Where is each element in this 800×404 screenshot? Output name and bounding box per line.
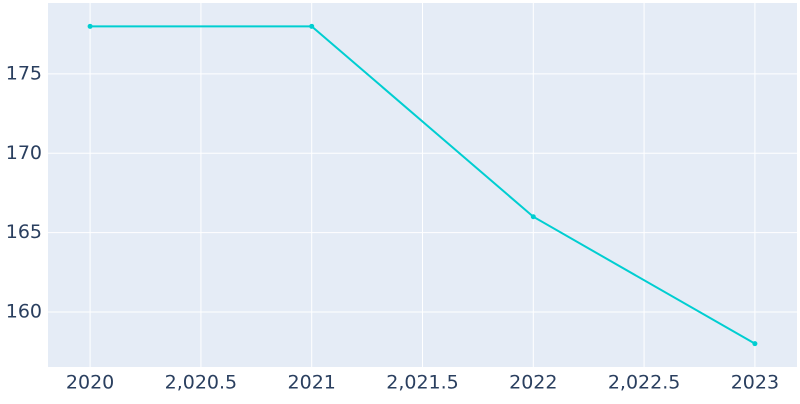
x-tick-label: 2020 (66, 372, 114, 394)
x-tick-label: 2023 (731, 372, 779, 394)
y-tick-label: 175 (6, 62, 42, 84)
x-tick-label: 2,021.5 (386, 372, 459, 394)
x-tick-label: 2,020.5 (165, 372, 238, 394)
x-tick-label: 2,022.5 (608, 372, 681, 394)
line (90, 25, 756, 345)
marker (530, 214, 536, 220)
x-tick-label: 2021 (288, 372, 336, 394)
y-tick-label: 170 (6, 142, 42, 164)
y-tick-label: 165 (6, 221, 42, 243)
marker (752, 341, 758, 347)
marker (87, 23, 93, 29)
marker (309, 23, 315, 29)
x-tick-label: 2022 (509, 372, 557, 394)
y-tick-label: 160 (6, 300, 42, 322)
